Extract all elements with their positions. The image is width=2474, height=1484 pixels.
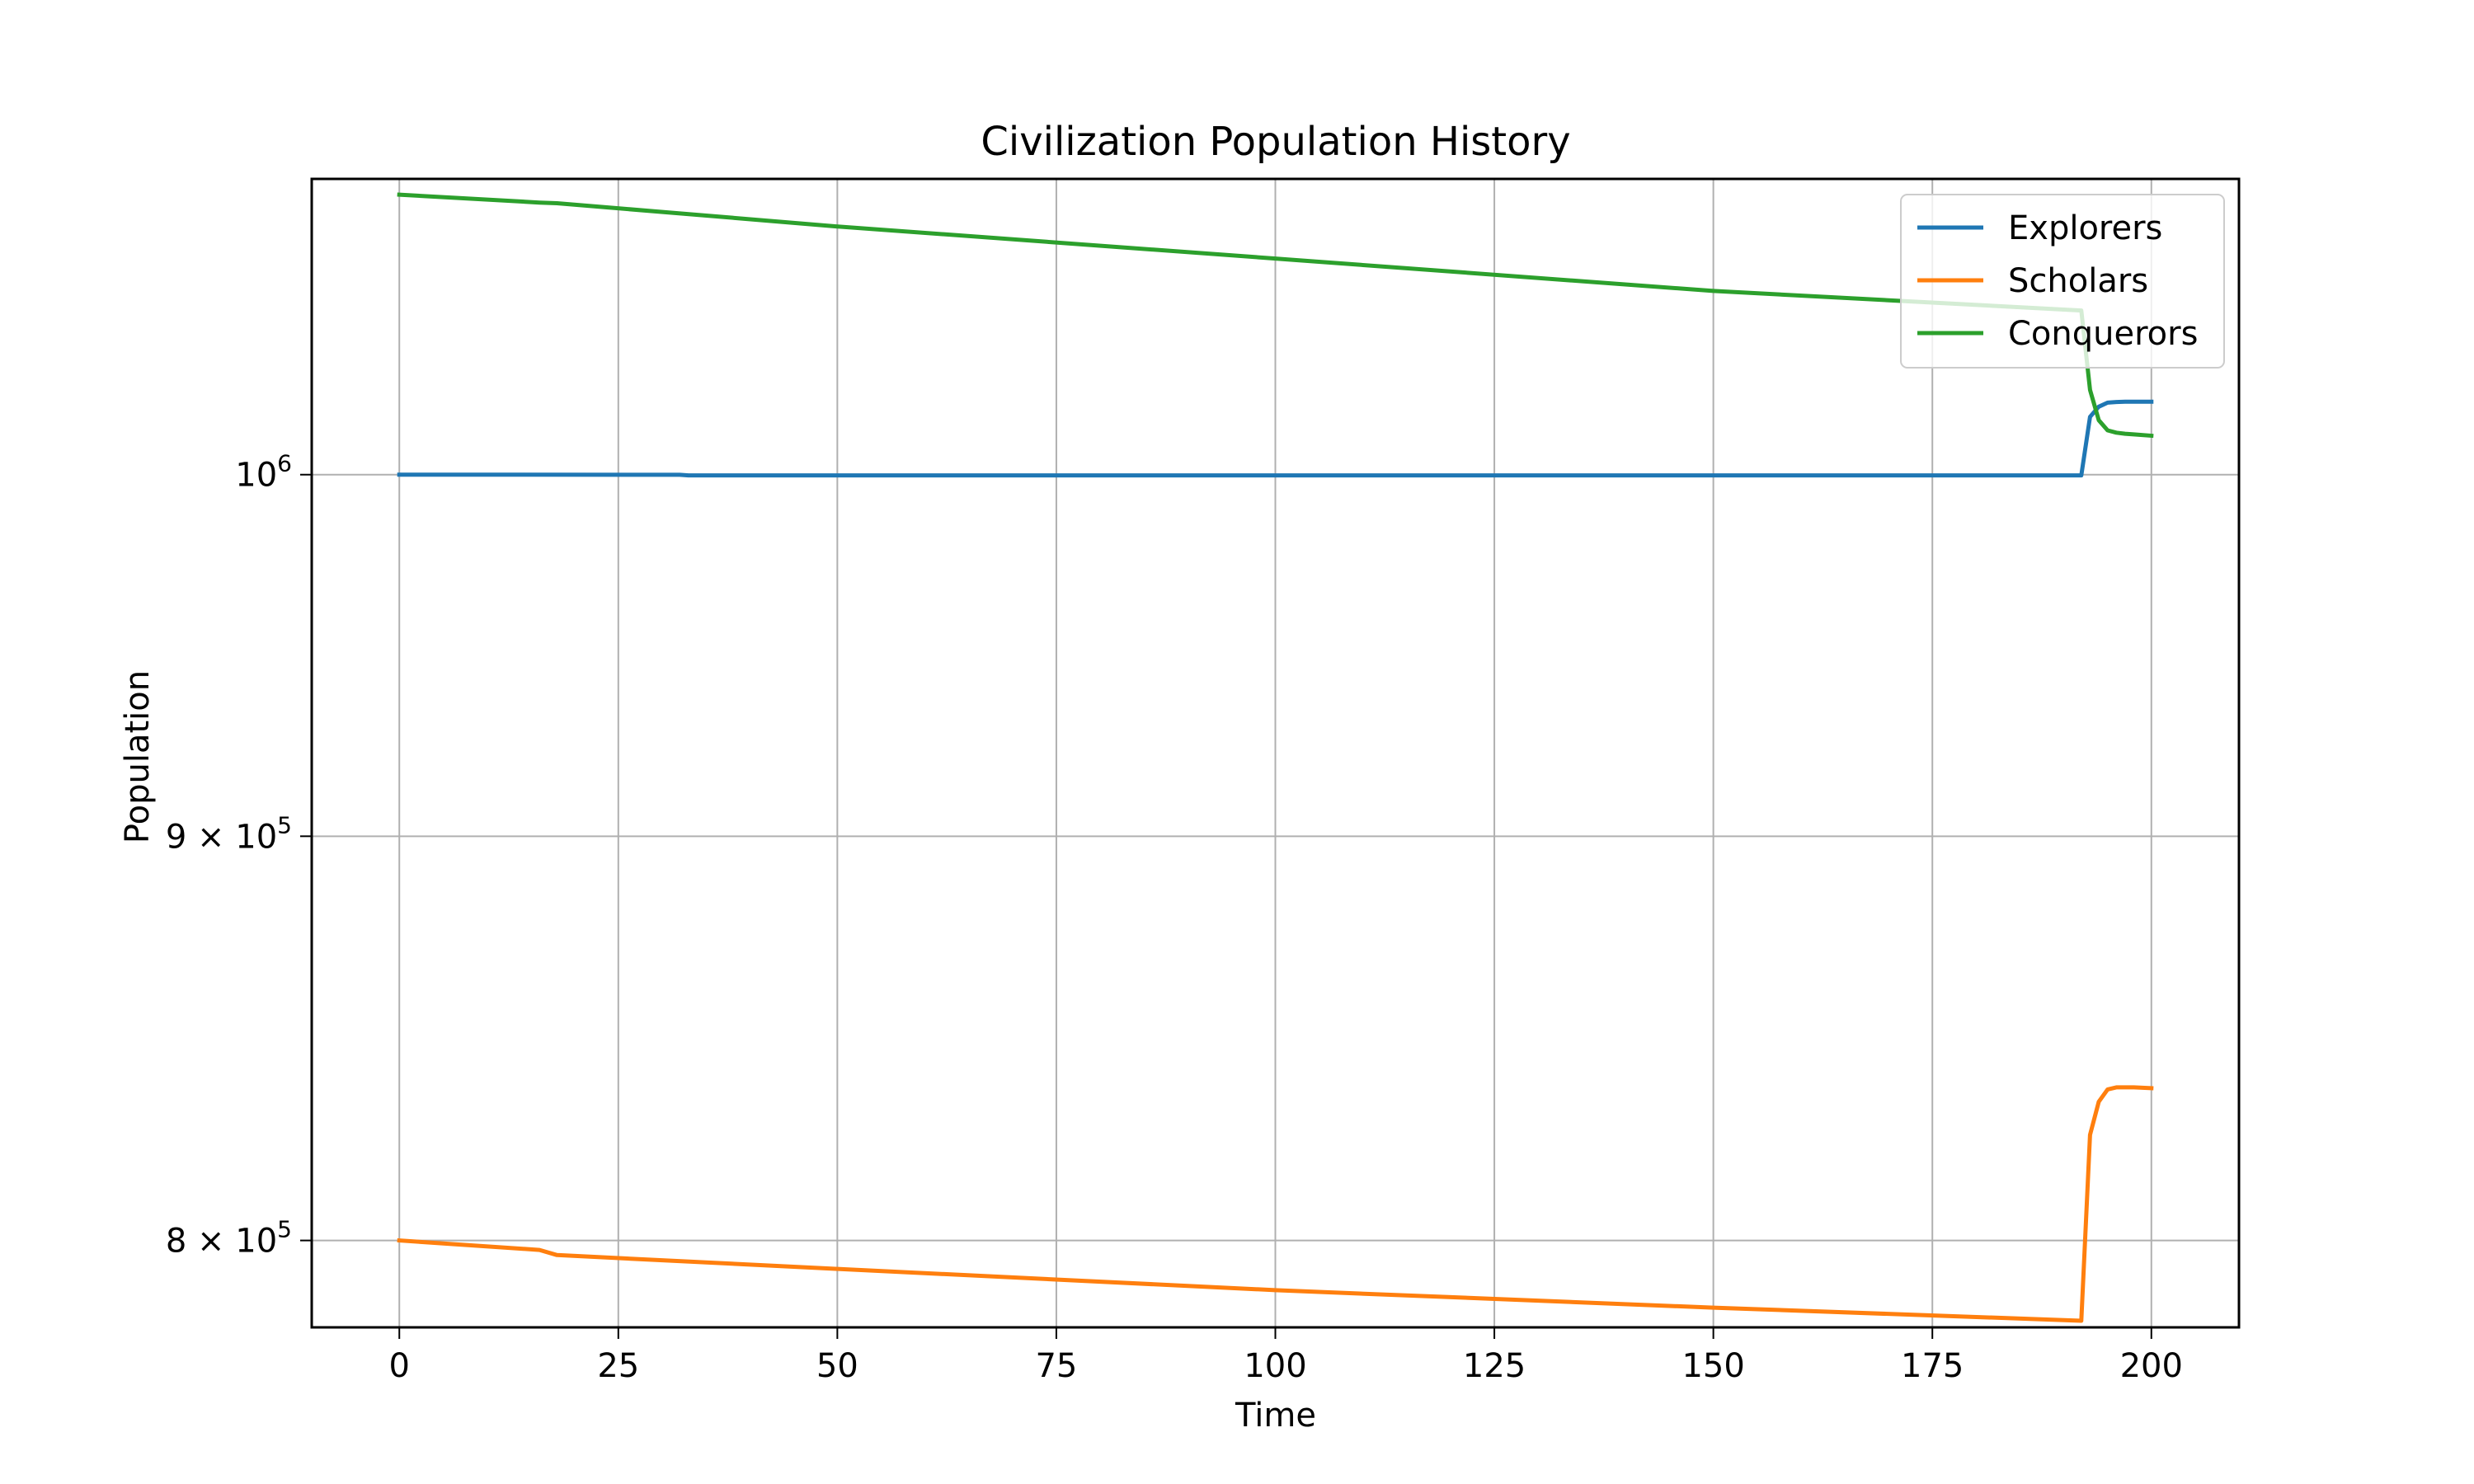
y-tick-base: 8 × 10 <box>166 1223 277 1261</box>
x-tick-label: 25 <box>597 1347 639 1385</box>
y-tick-exponent: 5 <box>277 811 292 838</box>
legend-label: Conquerors <box>2008 315 2198 353</box>
x-ticks-layer: 0 25 50 75 100 125 150 175 200 <box>389 1327 2183 1385</box>
y-tick-base: 9 × 10 <box>166 818 277 856</box>
legend: Explorers Scholars Conquerors <box>1900 194 2225 369</box>
y-tick-label: 9 × 105 <box>166 811 292 856</box>
legend-label: Explorers <box>2008 209 2162 247</box>
x-tick-label: 50 <box>816 1347 858 1385</box>
x-tick-label: 100 <box>1244 1347 1306 1385</box>
legend-box <box>1900 194 2225 369</box>
y-tick-exponent: 5 <box>277 1216 292 1243</box>
x-axis-label: Time <box>1235 1397 1316 1435</box>
x-tick-label: 175 <box>1901 1347 1964 1385</box>
y-tick-label: 8 × 105 <box>166 1216 292 1261</box>
x-tick-label: 75 <box>1035 1347 1077 1385</box>
legend-label: Scholars <box>2008 262 2148 300</box>
series-line-scholars <box>397 1085 2154 1323</box>
x-tick-label: 0 <box>389 1347 410 1385</box>
x-tick-label: 150 <box>1681 1347 1744 1385</box>
y-tick-base: 10 <box>235 457 277 495</box>
x-tick-label: 200 <box>2120 1347 2183 1385</box>
chart-title: Civilization Population History <box>981 119 1570 165</box>
grid-layer <box>312 179 2239 1327</box>
x-tick-label: 125 <box>1463 1347 1526 1385</box>
series-line-explorers <box>397 399 2154 478</box>
y-tick-exponent: 6 <box>277 450 292 477</box>
y-tick-label: 106 <box>235 450 292 495</box>
y-axis-label: Population <box>119 670 157 843</box>
